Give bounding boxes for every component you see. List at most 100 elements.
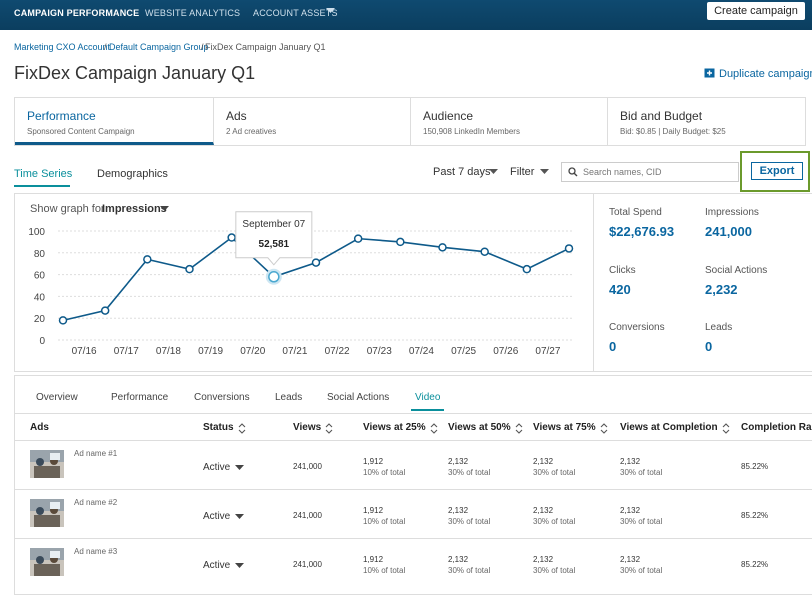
column-header[interactable]: Views at 50% xyxy=(448,422,511,433)
tab-subtitle: Bid: $0.85 | Daily Budget: $25 xyxy=(620,127,726,136)
table-tab[interactable]: Social Actions xyxy=(327,392,390,403)
range-dropdown[interactable]: Past 7 days xyxy=(433,166,491,178)
metric-value: 2,132 xyxy=(448,457,469,466)
sort-icon[interactable] xyxy=(600,423,608,434)
column-header[interactable]: Views xyxy=(293,422,322,433)
ad-thumbnail xyxy=(30,450,64,478)
caret-icon xyxy=(235,563,244,568)
metric-value: 2,132 xyxy=(620,457,641,466)
y-tick-label: 80 xyxy=(34,249,46,260)
tab[interactable]: Ads 2 Ad creatives xyxy=(214,98,411,145)
tab-subtitle: 150,908 LinkedIn Members xyxy=(423,127,520,136)
stat-value: 0 xyxy=(609,339,617,354)
caret-icon xyxy=(235,514,244,519)
point xyxy=(438,243,447,252)
metric-share: 10% of total xyxy=(363,517,406,526)
duplicate-campaign-link[interactable]: Duplicate campaign xyxy=(719,68,812,80)
point xyxy=(396,237,405,247)
view-tab[interactable]: Demographics xyxy=(97,168,168,180)
metric-share: 30% of total xyxy=(620,517,663,526)
graph-selector[interactable]: Impressions xyxy=(102,203,167,215)
filter-dropdown[interactable]: Filter xyxy=(510,166,535,178)
metric-value: 2,132 xyxy=(448,555,469,564)
row-line xyxy=(14,538,812,539)
breadcrumb-sep: / xyxy=(104,42,107,52)
ad-name[interactable]: Ad name #1 xyxy=(74,449,118,458)
x-tick-label: 07/22 xyxy=(325,346,350,357)
sort-icon[interactable] xyxy=(325,423,333,434)
sort-icon[interactable] xyxy=(238,423,246,434)
status-dropdown[interactable]: Active xyxy=(203,560,231,571)
point xyxy=(522,264,532,274)
table-tab[interactable]: Video xyxy=(415,392,441,403)
stat-value: $22,676.93 xyxy=(609,224,675,239)
table-tab[interactable]: Conversions xyxy=(194,392,250,403)
column-header[interactable]: Views at Completion xyxy=(620,422,718,433)
column-header[interactable]: Views at 25% xyxy=(363,422,426,433)
breadcrumb-item[interactable]: Default Campaign Group xyxy=(109,42,209,52)
table-tab[interactable]: Leads xyxy=(275,392,303,403)
column-header: Ads xyxy=(30,422,49,433)
x-tick-label: 07/24 xyxy=(409,346,434,357)
metric-value: 2,132 xyxy=(620,506,641,515)
column-header[interactable]: Status xyxy=(203,422,234,433)
metric-share: 30% of total xyxy=(533,468,576,477)
x-tick-label: 07/26 xyxy=(493,346,518,357)
panel-divider xyxy=(593,193,594,372)
tooltip-value: 52,581 xyxy=(259,239,290,250)
column-header[interactable]: Views at 75% xyxy=(533,422,596,433)
caret-icon xyxy=(235,465,244,470)
tab[interactable]: Performance Sponsored Content Campaign xyxy=(15,98,214,145)
status-dropdown[interactable]: Active xyxy=(203,462,231,473)
table-tab[interactable]: Overview xyxy=(36,392,78,403)
x-tick-label: 07/27 xyxy=(535,346,560,357)
completion-rate: 85.22% xyxy=(741,511,769,520)
ad-name[interactable]: Ad name #2 xyxy=(74,498,118,507)
tab[interactable]: Audience 150,908 LinkedIn Members xyxy=(411,98,608,145)
sort-icon[interactable] xyxy=(515,423,523,434)
export-highlight xyxy=(740,151,810,192)
chart: 0 20 40 60 80 100 07/16 07/17 07/18 07/19 07/20 07/… xyxy=(28,211,574,357)
stat-label: Impressions xyxy=(705,207,759,218)
views-cell: 241,000 xyxy=(293,560,322,569)
tooltip-date: September 07 xyxy=(242,219,305,230)
views-cell: 241,000 xyxy=(293,462,322,471)
tab-subtitle: 2 Ad creatives xyxy=(226,127,277,136)
metric-share: 10% of total xyxy=(363,566,406,575)
y-tick-label: 100 xyxy=(28,227,45,238)
status-dropdown[interactable]: Active xyxy=(203,511,231,522)
nav-item[interactable]: ACCOUNT ASSETS xyxy=(253,8,338,18)
x-tick-label: 07/23 xyxy=(367,346,392,357)
point xyxy=(143,255,152,264)
views-cell: 241,000 xyxy=(293,511,322,520)
table-header-line xyxy=(14,413,812,414)
table-tab[interactable]: Performance xyxy=(111,392,169,403)
metric-value: 1,912 xyxy=(363,555,384,564)
column-header[interactable]: Completion Ra xyxy=(741,422,812,433)
ad-name[interactable]: Ad name #3 xyxy=(74,547,118,556)
metric-share: 30% of total xyxy=(533,517,576,526)
nav-item[interactable]: CAMPAIGN PERFORMANCE xyxy=(14,8,140,18)
sort-icon[interactable] xyxy=(430,423,438,434)
export-button[interactable]: Export xyxy=(751,162,803,180)
tab-title: Audience xyxy=(423,109,474,123)
create-campaign-button[interactable]: Create campaign xyxy=(707,2,805,20)
view-tab[interactable]: Time Series xyxy=(14,168,73,180)
metric-value: 2,132 xyxy=(533,555,554,564)
point xyxy=(311,258,321,267)
stat-value: 241,000 xyxy=(705,224,752,239)
metric-share: 30% of total xyxy=(448,517,491,526)
table-tab-underline xyxy=(411,409,444,411)
nav-item[interactable]: WEBSITE ANALYTICS xyxy=(145,8,241,18)
tab-title: Ads xyxy=(226,109,247,123)
tab-subtitle: Sponsored Content Campaign xyxy=(27,127,135,136)
search-input[interactable]: Search names, CID xyxy=(561,162,739,182)
sort-icon[interactable] xyxy=(722,423,730,434)
x-tick-label: 07/17 xyxy=(114,346,139,357)
search-icon xyxy=(568,167,578,177)
breadcrumb-item[interactable]: Marketing CXO Account xyxy=(14,42,111,52)
tab[interactable]: Bid and Budget Bid: $0.85 | Daily Budget:… xyxy=(608,98,805,145)
stat-label: Clicks xyxy=(609,265,636,276)
metric-value: 2,132 xyxy=(533,506,554,515)
